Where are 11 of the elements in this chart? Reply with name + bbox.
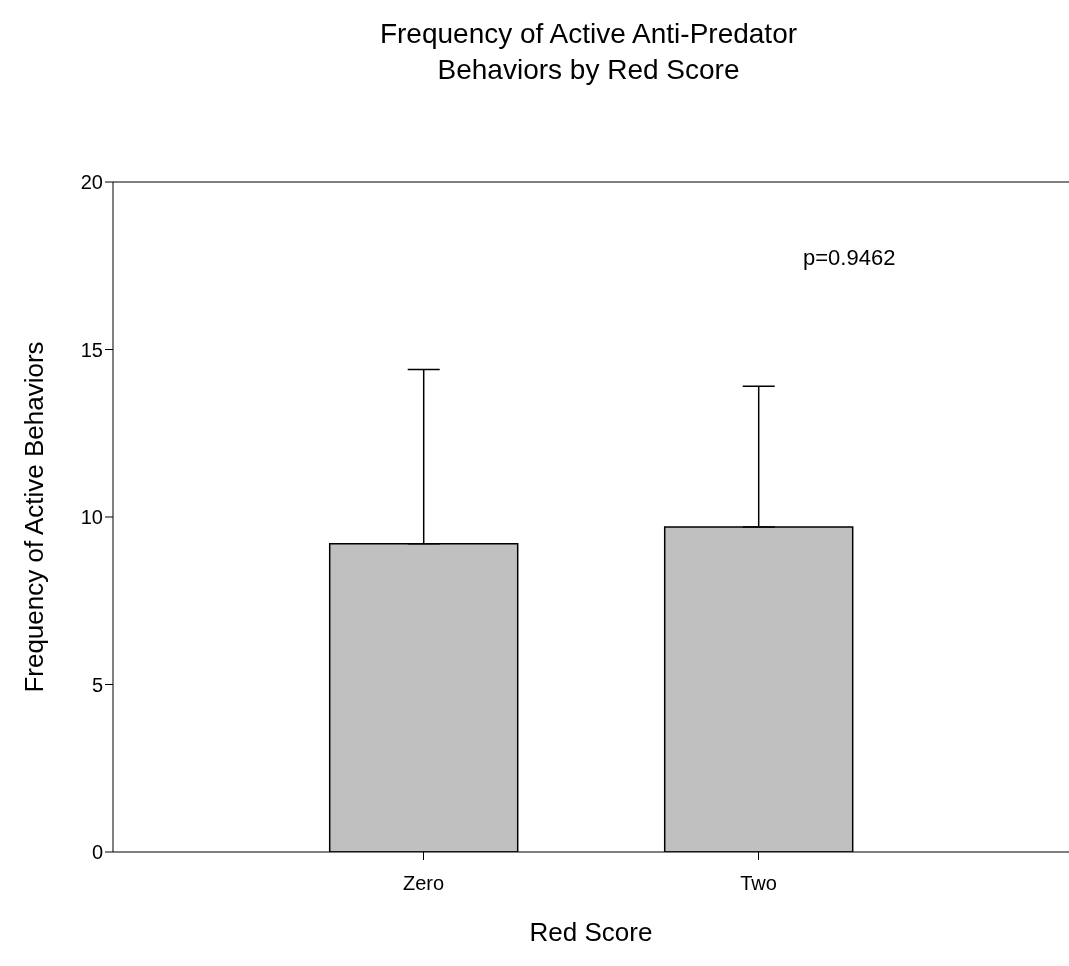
- annotation: p=0.9462: [803, 245, 896, 271]
- x-tick-label: Zero: [402, 872, 445, 895]
- y-tick-label: 0: [91, 841, 103, 864]
- chart-title: Frequency of Active Anti-Predator Behaviors by Red Score: [378, 17, 799, 87]
- y-tick-label: 10: [80, 506, 103, 529]
- y-tick-label: 5: [91, 673, 103, 696]
- y-tick-label: 20: [80, 171, 103, 194]
- x-axis-title: Red Score: [529, 917, 653, 947]
- x-tick-label: Two: [740, 872, 777, 895]
- y-axis-title: Frequency of Active Behaviors: [19, 341, 49, 693]
- y-tick-label: 15: [80, 338, 103, 361]
